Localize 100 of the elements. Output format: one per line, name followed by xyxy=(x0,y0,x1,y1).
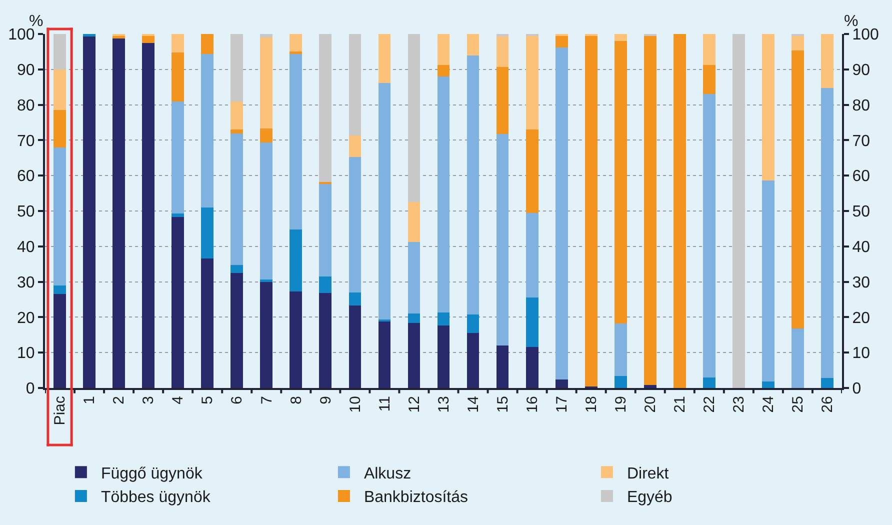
bar xyxy=(54,147,66,286)
x-tick-label: 3 xyxy=(140,396,158,404)
bar xyxy=(821,34,834,88)
bar xyxy=(526,36,538,130)
bar xyxy=(290,54,302,230)
x-tick-label: 19 xyxy=(612,396,630,413)
bar xyxy=(54,34,66,70)
bar xyxy=(762,34,774,181)
bar xyxy=(821,88,834,378)
y-tick-label: 10 xyxy=(17,345,35,362)
bar xyxy=(614,376,627,388)
x-tick-label: 24 xyxy=(760,396,778,413)
y-tick-label: 90 xyxy=(17,62,35,79)
x-tick-label: 17 xyxy=(553,396,570,413)
bar xyxy=(112,38,125,388)
x-tick-label: 22 xyxy=(701,396,718,413)
legend-label: Alkusz xyxy=(364,465,412,482)
bar xyxy=(172,101,184,214)
y2-tick-label: 10 xyxy=(852,345,870,362)
bar xyxy=(230,133,244,265)
x-tick-label: 25 xyxy=(790,396,807,413)
bar xyxy=(614,324,627,376)
y2-tick-label: 90 xyxy=(852,62,870,79)
bar xyxy=(702,34,716,66)
bar xyxy=(201,258,214,388)
bar xyxy=(702,65,716,94)
x-tick-label: 16 xyxy=(524,396,541,413)
bar xyxy=(348,157,362,292)
bar xyxy=(466,56,480,314)
x-tick-label: 20 xyxy=(642,396,660,413)
legend-label: Direkt xyxy=(626,465,670,482)
bar xyxy=(408,242,420,314)
bar xyxy=(83,36,96,388)
bar xyxy=(290,229,302,292)
bar xyxy=(437,65,450,76)
bar xyxy=(260,128,273,143)
bar xyxy=(821,378,834,388)
x-tick-label: 26 xyxy=(819,396,836,413)
x-tick-label: 21 xyxy=(672,396,689,413)
bar xyxy=(230,272,244,388)
bar xyxy=(792,36,804,50)
bar xyxy=(172,217,184,388)
bar xyxy=(644,36,656,386)
bar xyxy=(290,34,302,52)
bar xyxy=(466,332,480,388)
bar xyxy=(584,35,598,387)
y-tick-label: 80 xyxy=(17,97,35,114)
x-tick-label: 11 xyxy=(376,396,394,412)
bar xyxy=(319,276,332,294)
y2-tick-label: 30 xyxy=(852,274,870,292)
legend-label: Függő ügynök xyxy=(100,465,204,482)
x-tick-label: 9 xyxy=(317,396,334,404)
bar xyxy=(54,69,66,110)
y-tick-label: 100 xyxy=(8,26,35,44)
bar xyxy=(201,54,214,208)
y2-tick-label: 40 xyxy=(852,239,870,256)
bar xyxy=(230,101,244,130)
bar xyxy=(230,130,244,134)
legend-label: Többes ügynök xyxy=(100,489,212,506)
y-tick-label: 60 xyxy=(17,168,35,186)
y2-tick-label: 60 xyxy=(852,168,870,186)
y2-tick-label: 0 xyxy=(852,380,862,398)
bar xyxy=(54,110,66,148)
y2-tick-label: 20 xyxy=(852,310,870,327)
bar xyxy=(260,34,273,38)
x-tick-label: 14 xyxy=(464,396,482,413)
bar xyxy=(378,34,391,83)
bar xyxy=(673,34,686,388)
bar xyxy=(319,34,332,182)
bar xyxy=(555,47,568,380)
bar xyxy=(792,328,804,388)
bar xyxy=(496,36,509,67)
bar xyxy=(408,314,420,324)
bar xyxy=(348,306,362,388)
y-tick-label: 50 xyxy=(17,204,35,221)
bar xyxy=(702,94,716,378)
bar xyxy=(496,134,509,346)
x-tick-label: 1 xyxy=(81,396,98,404)
bar xyxy=(555,380,568,388)
bar xyxy=(526,346,538,388)
bar xyxy=(526,298,538,347)
bar xyxy=(732,34,745,388)
bar xyxy=(437,325,450,388)
bar xyxy=(614,34,627,42)
bar xyxy=(230,264,244,273)
bar xyxy=(172,52,184,102)
y-tick-label: 30 xyxy=(17,274,35,292)
bar xyxy=(319,293,332,388)
x-tick-label: 2 xyxy=(110,396,128,404)
x-tick-label: 15 xyxy=(494,396,512,413)
bar xyxy=(762,381,774,388)
bar xyxy=(54,294,66,388)
bar xyxy=(408,323,420,388)
bar xyxy=(496,346,509,388)
x-tick-label: 5 xyxy=(199,396,216,404)
y2-tick-label: 50 xyxy=(852,204,870,221)
bar xyxy=(142,35,155,43)
bar xyxy=(142,42,155,388)
bar xyxy=(348,292,362,306)
bar xyxy=(437,34,450,66)
